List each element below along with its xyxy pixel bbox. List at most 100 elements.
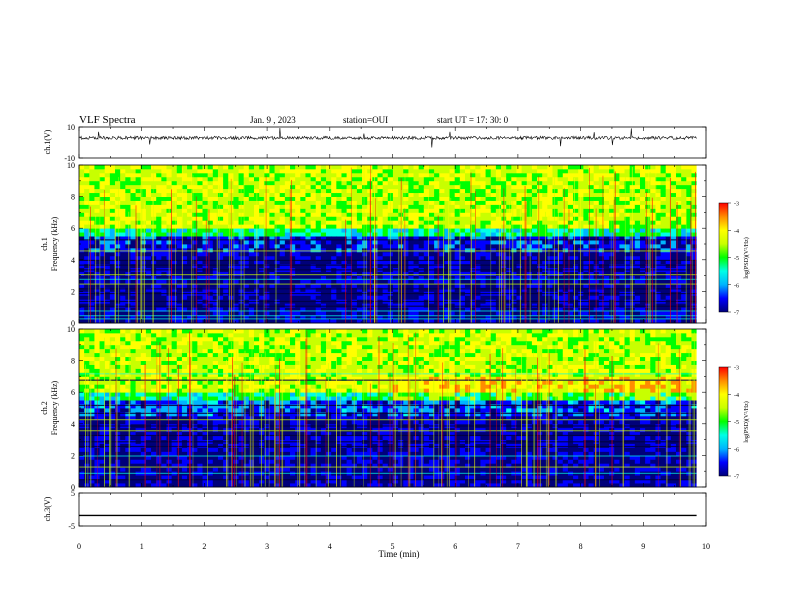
spectrogram-cell [639,224,646,229]
spectrogram-cell [526,251,533,257]
spectrogram-cell [115,319,121,324]
spectrogram-cell [279,315,286,320]
spectrogram-cell [295,287,301,292]
spectrogram-cell [557,192,564,197]
spectrogram-cell [120,176,126,182]
spectrogram-cell [202,244,209,249]
spectrogram-cell [130,319,137,324]
spectrogram-cell [140,180,147,186]
spectrogram-cell [89,259,95,265]
impulse-streak [557,212,559,323]
spectrogram-cell [259,275,265,280]
spectrogram-cell [259,232,265,237]
spectrogram-cell [79,168,85,174]
spectrogram-cell [115,204,121,209]
spectrogram-cell [99,188,106,194]
spectrogram-cell [109,295,116,300]
spectrogram-cell [89,208,95,213]
spectrogram-cell [125,176,131,182]
spectrogram-cell [444,220,450,225]
spectrogram-cell [552,259,559,265]
spectrogram-cell [382,303,389,308]
spectrogram-cell [233,228,239,233]
spectrogram-cell [567,303,574,308]
spectrogram-cell [454,307,461,312]
spectrogram-cell [428,208,435,213]
spectrogram-cell [115,220,121,225]
spectrogram-cell [387,263,394,269]
spectrogram-cell [377,279,384,284]
spectrogram-cell [217,224,224,229]
spectrogram-cell [423,311,430,316]
spectrogram-cell [176,236,183,241]
spectrogram-cell [305,275,311,280]
spectrogram-cell [89,275,95,280]
spectrogram-cell [408,220,414,225]
spectrogram-cell [377,208,384,213]
spectrogram-cell [459,303,466,308]
spectrogram-cell [567,255,574,261]
spectrogram-cell [331,236,337,241]
spectrogram-cell [274,208,281,213]
spectrogram-cell [253,184,260,190]
spectrogram-cell [176,271,183,276]
spectrogram-cell [660,165,667,170]
spectrogram-cell [140,165,147,170]
spectrogram-cell [495,295,502,300]
impulse-streak [231,197,232,323]
spectrogram-cell [506,255,512,261]
spectrogram-cell [161,251,167,257]
spectrogram-cell [115,168,121,174]
spectrogram-cell [140,172,147,178]
spectrogram-cell [217,279,224,284]
spectrogram-cell [295,200,301,205]
spectrogram-cell [495,224,502,229]
spectrogram-cell [511,196,517,201]
spectrogram-cell [79,319,85,324]
spectrogram-cell [485,279,492,284]
spectrogram-cell [650,271,656,276]
spectrogram-cell [217,240,224,245]
spectrogram-cell [444,311,450,316]
spectrogram-cell [202,259,209,265]
spectrogram-cell [552,244,559,249]
spectrogram-cell [583,287,589,292]
spectrogram-cell [691,216,697,221]
spectrogram-cell [197,283,203,288]
spectrogram-cell [207,307,214,312]
spectrogram-cell [686,240,692,245]
spectrogram-cell [531,228,538,233]
spectrogram-cell [676,216,682,221]
spectrogram-cell [645,315,651,320]
spectrogram-cell [243,208,250,213]
spectrogram-cell [573,263,579,269]
impulse-streak [152,166,154,323]
spectrogram-cell [279,188,286,194]
spectrogram-cell [526,247,533,253]
spectrogram-cell [192,287,198,292]
spectrogram-cell [567,295,574,300]
spectrogram-cell [94,200,100,205]
spectrogram-cell [264,168,270,174]
spectrogram-cell [181,283,188,288]
spectrogram-cell [408,315,414,320]
spectrogram-cell [79,427,85,433]
spectrogram-cell [619,319,625,324]
spectrogram-cell [665,236,672,241]
spectrogram-cell [650,224,656,229]
spectrogram-cell [94,244,100,249]
spectrogram-cell [89,200,95,205]
spectrogram-cell [145,208,152,213]
spectrogram-cell [84,463,90,468]
spectrogram-cell [470,240,476,245]
spectrogram-cell [346,275,353,280]
spectrogram-cell [269,204,275,209]
spectrogram-cell [495,240,502,245]
spectrogram-cell [516,247,523,253]
spectrogram-cell [542,176,548,182]
spectrogram-cell [475,311,481,316]
spectrogram-cell [228,184,234,190]
spectrogram-cell [84,247,90,253]
spectrogram-cell [187,307,193,312]
spectrogram-cell [284,188,291,194]
